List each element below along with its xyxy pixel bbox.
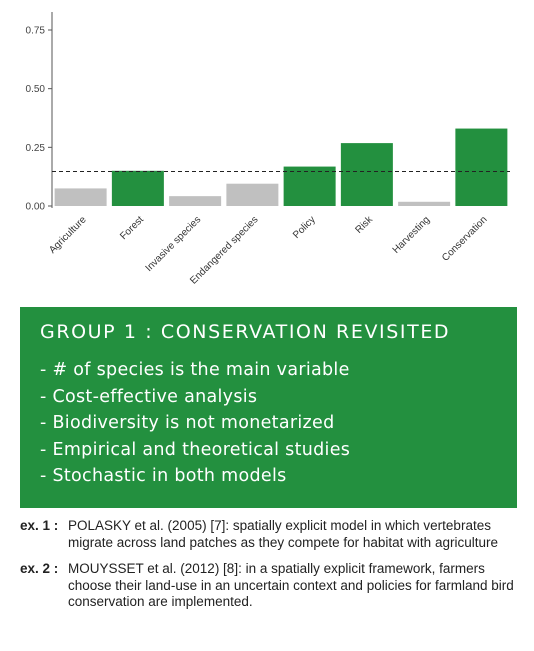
bar-chart: 0.00 0.25 0.50 0.75 Agriculture ForestInvasi… xyxy=(26,12,510,287)
example-2: ex. 2 : MOUYSSET et al. (2012) [8]: in a… xyxy=(20,561,520,611)
bar-invasive-species xyxy=(169,196,222,206)
example-1: ex. 1 : POLASKY et al. (2005) [7]: spati… xyxy=(20,518,520,551)
bars xyxy=(54,128,508,206)
bar-endangered-species xyxy=(226,183,279,206)
bar-agriculture xyxy=(54,188,107,206)
bar-conservation xyxy=(455,128,508,206)
group-summary-box: GROUP 1 : CONSERVATION REVISITED - # of … xyxy=(20,307,517,508)
examples: ex. 1 : POLASKY et al. (2005) [7]: spati… xyxy=(20,518,520,621)
example-label: ex. 1 : xyxy=(20,518,59,533)
y-tick-label: 0.25 xyxy=(26,143,46,154)
group-list: - # of species is the main variable - Co… xyxy=(40,357,517,490)
bar-policy xyxy=(283,166,336,206)
group-title: GROUP 1 : CONSERVATION REVISITED xyxy=(40,321,451,343)
group-list-item: - # of species is the main variable xyxy=(40,360,350,380)
x-tick-label: Policy xyxy=(291,214,318,241)
x-tick-label: Conservation xyxy=(440,214,489,263)
example-text: MOUYSSET et al. (2012) [8]: in a spatial… xyxy=(68,561,514,609)
x-tick-label: Risk xyxy=(353,214,375,236)
bar-risk xyxy=(340,143,393,206)
group-list-item: - Empirical and theoretical studies xyxy=(40,439,351,460)
y-axis: 0.00 0.25 0.50 0.75 xyxy=(26,12,53,213)
x-tick-label: Harvesting xyxy=(391,214,433,256)
bar-forest xyxy=(111,170,164,206)
bar-harvesting xyxy=(398,201,451,206)
y-tick-label: 0.50 xyxy=(26,84,46,95)
example-label: ex. 2 : xyxy=(20,561,59,576)
y-tick-label: 0.00 xyxy=(26,202,46,213)
x-tick-label: Invasive species xyxy=(144,214,204,274)
group-list-item: - Cost-effective analysis xyxy=(40,386,258,407)
y-tick-label: 0.75 xyxy=(26,26,46,37)
group-list-item: - Stochastic in both models xyxy=(40,466,287,486)
group-list-item: - Biodiversity is not monetarized xyxy=(40,413,335,433)
example-text: POLASKY et al. (2005) [7]: spatially exp… xyxy=(68,518,498,550)
x-tick-label: Agriculture xyxy=(47,214,89,256)
x-tick-label: Forest xyxy=(118,214,146,242)
